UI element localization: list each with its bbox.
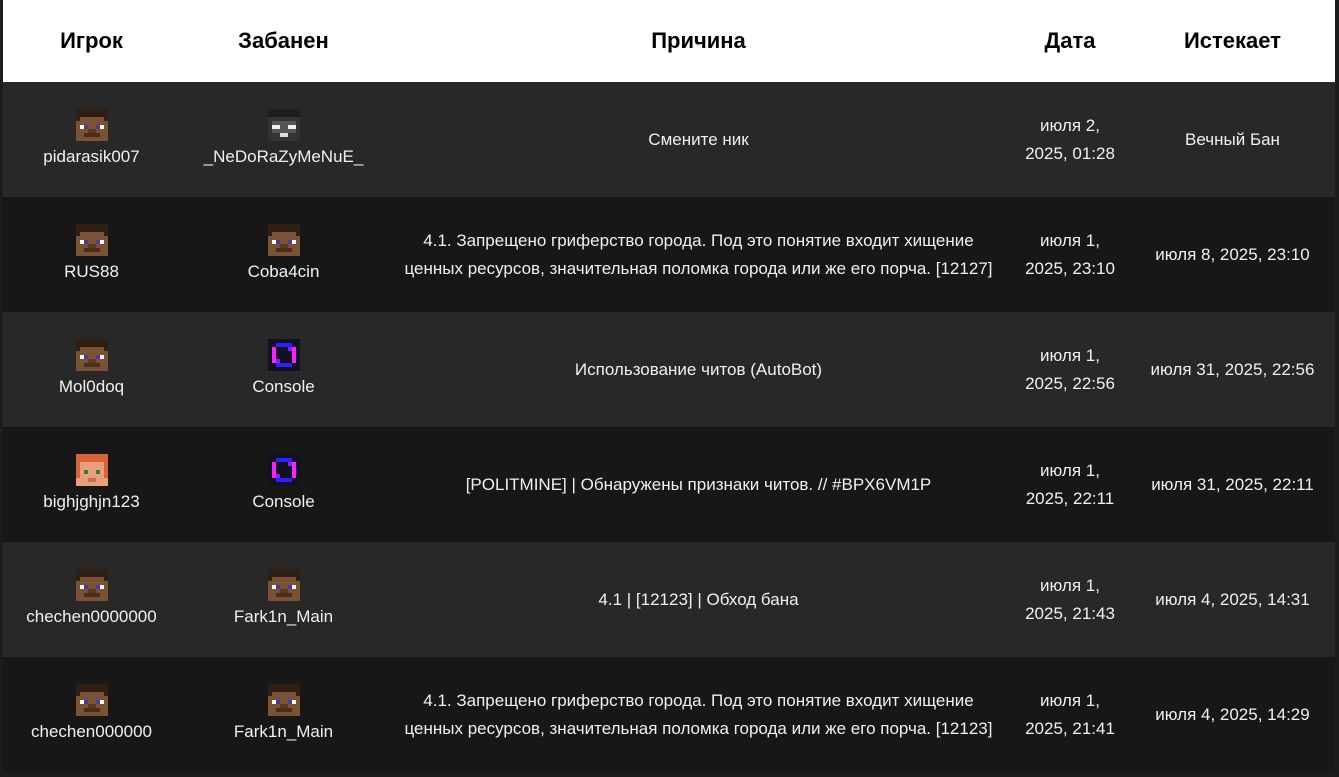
header-date: Дата	[1010, 0, 1130, 82]
header-player: Игрок	[3, 0, 180, 82]
table-row: Mol0doq Console Использование читов (Aut…	[3, 312, 1335, 427]
banned-by-avatar-icon	[267, 683, 300, 716]
cell-banned-by: Console	[180, 312, 387, 427]
cell-reason: Смените ник	[387, 82, 1010, 197]
cell-expires: июля 31, 2025, 22:11	[1130, 427, 1335, 542]
cell-reason: 4.1. Запрещено гриферство города. Под эт…	[387, 657, 1010, 772]
cell-player: chechen000000	[3, 657, 180, 772]
player-name[interactable]: pidarasik007	[43, 146, 140, 166]
cell-banned-by: Fark1n_Main	[180, 542, 387, 657]
banned-by-name[interactable]: Console	[252, 491, 315, 511]
player-avatar-icon	[75, 108, 108, 141]
banned-by-avatar-icon	[267, 338, 300, 371]
cell-banned-by: Fark1n_Main	[180, 657, 387, 772]
cell-banned-by: Coba4cin	[180, 197, 387, 312]
player-name[interactable]: chechen000000	[30, 721, 152, 741]
banned-by-avatar-icon	[267, 223, 300, 256]
player-name[interactable]: bighjghjn123	[43, 491, 140, 511]
cell-player: bighjghjn123	[3, 427, 180, 542]
cell-expires: июля 8, 2025, 23:10	[1130, 197, 1335, 312]
cell-reason: 4.1 | [12123] | Обход бана	[387, 542, 1010, 657]
cell-expires: Вечный Бан	[1130, 82, 1335, 197]
table-row: pidarasik007 _NeDoRaZyMeNuE_ Смените ник…	[3, 82, 1335, 197]
header-banned-by: Забанен	[180, 0, 387, 82]
banned-by-name[interactable]: Fark1n_Main	[233, 606, 334, 626]
player-avatar-icon	[75, 453, 108, 486]
cell-reason: [POLITMINE] | Обнаружены признаки читов.…	[387, 427, 1010, 542]
player-name[interactable]: RUS88	[64, 261, 119, 281]
banned-by-avatar-icon	[267, 108, 300, 141]
header-expires: Истекает	[1130, 0, 1335, 82]
banned-by-name[interactable]: _NeDoRaZyMeNuE_	[203, 146, 364, 166]
player-name[interactable]: Mol0doq	[58, 376, 125, 396]
bans-table: Игрок Забанен Причина Дата Истекает pida…	[3, 0, 1335, 772]
banned-by-name[interactable]: Fark1n_Main	[233, 721, 334, 741]
table-row: bighjghjn123 Console [POLITMINE] | Обнар…	[3, 427, 1335, 542]
cell-player: chechen0000000	[3, 542, 180, 657]
player-avatar-icon	[75, 683, 108, 716]
player-avatar-icon	[75, 568, 108, 601]
cell-banned-by: Console	[180, 427, 387, 542]
cell-date: июля 1, 2025, 21:43	[1010, 542, 1130, 657]
player-avatar-icon	[75, 223, 108, 256]
banned-by-avatar-icon	[267, 453, 300, 486]
cell-reason: Использование читов (AutoBot)	[387, 312, 1010, 427]
cell-player: Mol0doq	[3, 312, 180, 427]
table-row: chechen0000000 Fark1n_Main 4.1 | [12123]…	[3, 542, 1335, 657]
banned-by-name[interactable]: Coba4cin	[247, 261, 320, 281]
cell-date: июля 1, 2025, 22:11	[1010, 427, 1130, 542]
table-header: Игрок Забанен Причина Дата Истекает	[3, 0, 1335, 82]
cell-date: июля 1, 2025, 22:56	[1010, 312, 1130, 427]
cell-date: июля 1, 2025, 21:41	[1010, 657, 1130, 772]
player-name[interactable]: chechen0000000	[26, 606, 157, 626]
player-avatar-icon	[75, 338, 108, 371]
cell-date: июля 2, 2025, 01:28	[1010, 82, 1130, 197]
banned-by-avatar-icon	[267, 568, 300, 601]
cell-date: июля 1, 2025, 23:10	[1010, 197, 1130, 312]
cell-expires: июля 4, 2025, 14:31	[1130, 542, 1335, 657]
cell-expires: июля 31, 2025, 22:56	[1130, 312, 1335, 427]
cell-reason: 4.1. Запрещено гриферство города. Под эт…	[387, 197, 1010, 312]
header-reason: Причина	[387, 0, 1010, 82]
cell-player: RUS88	[3, 197, 180, 312]
cell-expires: июля 4, 2025, 14:29	[1130, 657, 1335, 772]
cell-player: pidarasik007	[3, 82, 180, 197]
table-row: RUS88 Coba4cin 4.1. Запрещено гриферство…	[3, 197, 1335, 312]
banned-by-name[interactable]: Console	[252, 376, 315, 396]
cell-banned-by: _NeDoRaZyMeNuE_	[180, 82, 387, 197]
table-row: chechen000000 Fark1n_Main 4.1. Запрещено…	[3, 657, 1335, 772]
